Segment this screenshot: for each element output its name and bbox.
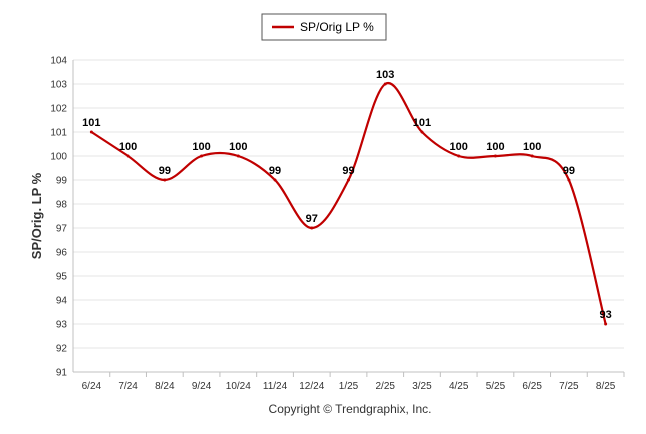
x-tick-label: 12/24 [299, 381, 324, 392]
x-tick-label: 7/25 [559, 381, 579, 392]
data-label: 100 [229, 141, 247, 153]
y-tick-label: 99 [56, 176, 68, 187]
data-point [273, 178, 277, 182]
data-label: 100 [450, 141, 468, 153]
data-label: 93 [600, 309, 612, 321]
data-point [604, 322, 608, 326]
data-label: 100 [119, 141, 137, 153]
data-point [126, 154, 130, 158]
x-tick-label: 1/25 [339, 381, 359, 392]
x-tick-label: 10/24 [226, 381, 251, 392]
x-tick-label: 3/25 [412, 381, 432, 392]
y-axis-title: SP/Orig. LP % [29, 172, 44, 259]
data-point [383, 82, 387, 86]
data-point [236, 154, 240, 158]
series-lines [89, 82, 608, 326]
x-tick-label: 9/24 [192, 381, 212, 392]
data-label: 99 [563, 165, 575, 177]
x-tick-label: 8/25 [596, 381, 616, 392]
data-point [420, 130, 424, 134]
y-tick-label: 100 [50, 152, 67, 163]
x-tick-label: 11/24 [263, 381, 288, 392]
data-label: 99 [159, 165, 171, 177]
x-tick-label: 2/25 [375, 381, 395, 392]
data-point [493, 154, 497, 158]
x-tick-label: 6/25 [522, 381, 542, 392]
data-label: 101 [413, 117, 431, 129]
data-label: 97 [306, 213, 318, 225]
data-point [310, 226, 314, 230]
data-label: 103 [376, 69, 394, 81]
y-tick-label: 98 [56, 200, 68, 211]
y-tick-label: 94 [56, 296, 68, 307]
y-tick-label: 97 [56, 224, 68, 235]
data-point [457, 154, 461, 158]
y-tick-label: 104 [50, 56, 67, 67]
data-point [567, 178, 571, 182]
data-point [347, 178, 350, 182]
copyright-footer: Copyright © Trendgraphix, Inc. [269, 402, 432, 416]
x-tick-label: 4/25 [449, 381, 469, 392]
x-tick-label: 6/24 [82, 381, 102, 392]
y-tick-label: 101 [50, 128, 67, 139]
data-label: 99 [342, 165, 354, 177]
x-tick-label: 8/24 [155, 381, 175, 392]
data-labels: 101 100 99 100 100 99 97 99 103 101 100 100 100 99 93 [82, 69, 612, 321]
x-tick-label: 7/24 [118, 381, 138, 392]
data-label: 101 [82, 117, 100, 129]
y-tick-labels: 91 92 93 94 95 96 97 98 99 100 101 102 103 104 [50, 56, 67, 379]
y-tick-label: 95 [56, 272, 68, 283]
grid-lines [73, 59, 624, 373]
y-tick-label: 93 [56, 320, 68, 331]
data-point [530, 154, 534, 158]
data-point [89, 130, 93, 134]
x-tick-label: 5/25 [486, 381, 506, 392]
legend[interactable]: SP/Orig LP % [261, 13, 387, 41]
y-tick-label: 91 [56, 368, 68, 379]
legend-label: SP/Orig LP % [300, 20, 374, 34]
y-tick-label: 96 [56, 248, 68, 259]
data-label: 100 [486, 141, 504, 153]
y-tick-label: 102 [50, 104, 67, 115]
y-tick-label: 92 [56, 344, 68, 355]
data-point [200, 154, 204, 158]
y-tick-label: 103 [50, 80, 67, 91]
data-label: 100 [192, 141, 210, 153]
x-tick-labels: 6/24 7/24 8/24 9/24 10/24 11/24 12/24 1/25 2/25 3… [82, 381, 616, 392]
axes [72, 60, 625, 377]
data-label: 100 [523, 141, 541, 153]
data-label: 99 [269, 165, 281, 177]
data-point [163, 178, 167, 182]
